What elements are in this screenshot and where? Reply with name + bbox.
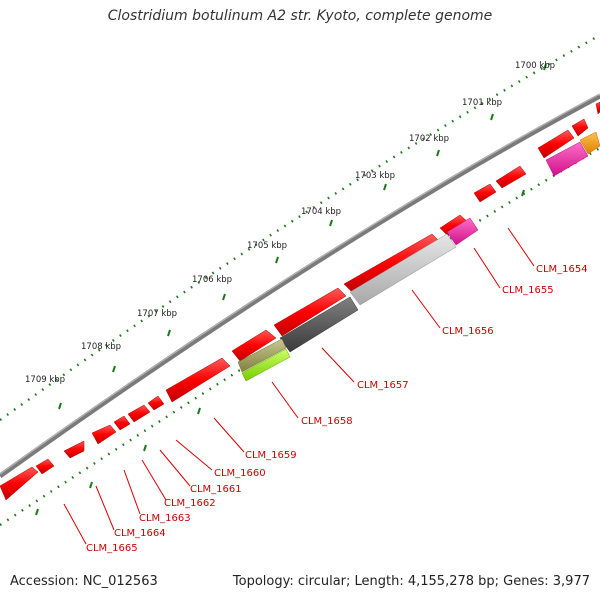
gene-block-olive[interactable] [237, 338, 287, 373]
gene-arrow[interactable] [113, 415, 131, 431]
gene-label[interactable]: CLM_1658 [301, 416, 353, 427]
ruler-label: 1705 kbp [247, 241, 287, 251]
gene-arrow[interactable] [473, 183, 497, 203]
gene-arrow[interactable] [127, 404, 151, 423]
outer-ruler [0, 33, 600, 421]
gene-block-magenta[interactable] [545, 141, 589, 177]
ruler-label: 1709 kbp [25, 375, 65, 385]
genome-summary-text: Topology: circular; Length: 4,155,278 bp… [232, 574, 590, 589]
outer-ruler-major-ticks [58, 63, 547, 410]
ruler-label: 1702 kbp [409, 134, 449, 144]
gene-arrow[interactable] [147, 395, 165, 411]
gene-arrow[interactable] [537, 129, 575, 159]
gene-label[interactable]: CLM_1661 [190, 484, 242, 495]
forward-genes [0, 101, 600, 501]
ruler-label: 1700 kbp [515, 61, 555, 71]
gene-label[interactable]: CLM_1664 [114, 528, 166, 539]
gene-label[interactable]: CLM_1665 [86, 543, 138, 554]
gene-label[interactable]: CLM_1660 [214, 468, 266, 479]
gene-block-dark-gray[interactable] [279, 296, 359, 353]
gene-arrow[interactable] [91, 424, 117, 445]
gene-arrow[interactable] [595, 101, 600, 115]
gene-block-magenta[interactable] [446, 217, 479, 246]
accession-text: Accession: NC_012563 [10, 574, 158, 589]
gene-arrow[interactable] [231, 329, 277, 362]
ruler-label: 1707 kbp [137, 309, 177, 319]
gene-label[interactable]: CLM_1663 [139, 513, 191, 524]
gene-block-orange[interactable] [579, 131, 600, 155]
ruler-label: 1708 kbp [81, 342, 121, 352]
ruler-label: 1704 kbp [301, 207, 341, 217]
gene-arrow[interactable] [571, 118, 589, 137]
gene-label[interactable]: CLM_1657 [357, 380, 409, 391]
label-leaders [63, 227, 535, 545]
gene-block-lime[interactable] [241, 348, 291, 382]
gene-label[interactable]: CLM_1662 [164, 498, 216, 509]
ruler-label: 1701 kbp [462, 98, 502, 108]
map-title: Clostridium botulinum A2 str. Kyoto, com… [107, 8, 493, 24]
gene-label[interactable]: CLM_1659 [245, 450, 297, 461]
gene-arrow[interactable] [0, 466, 39, 501]
gene-arrow[interactable] [35, 458, 55, 475]
gene-label[interactable]: CLM_1656 [442, 326, 494, 337]
reverse-genes [237, 131, 600, 382]
gene-label[interactable]: CLM_1654 [536, 264, 588, 275]
genome-backbone [0, 93, 600, 479]
ruler-label: 1706 kbp [192, 275, 232, 285]
gene-label[interactable]: CLM_1655 [502, 285, 554, 296]
ruler-label: 1703 kbp [355, 171, 395, 181]
genome-backbone-highlight [0, 93, 600, 475]
gene-block-light-gray[interactable] [349, 233, 457, 306]
gene-arrow[interactable] [63, 440, 85, 459]
gene-arrow[interactable] [495, 165, 527, 189]
gene-arrow[interactable] [273, 287, 347, 337]
gene-arrow[interactable] [165, 357, 231, 403]
